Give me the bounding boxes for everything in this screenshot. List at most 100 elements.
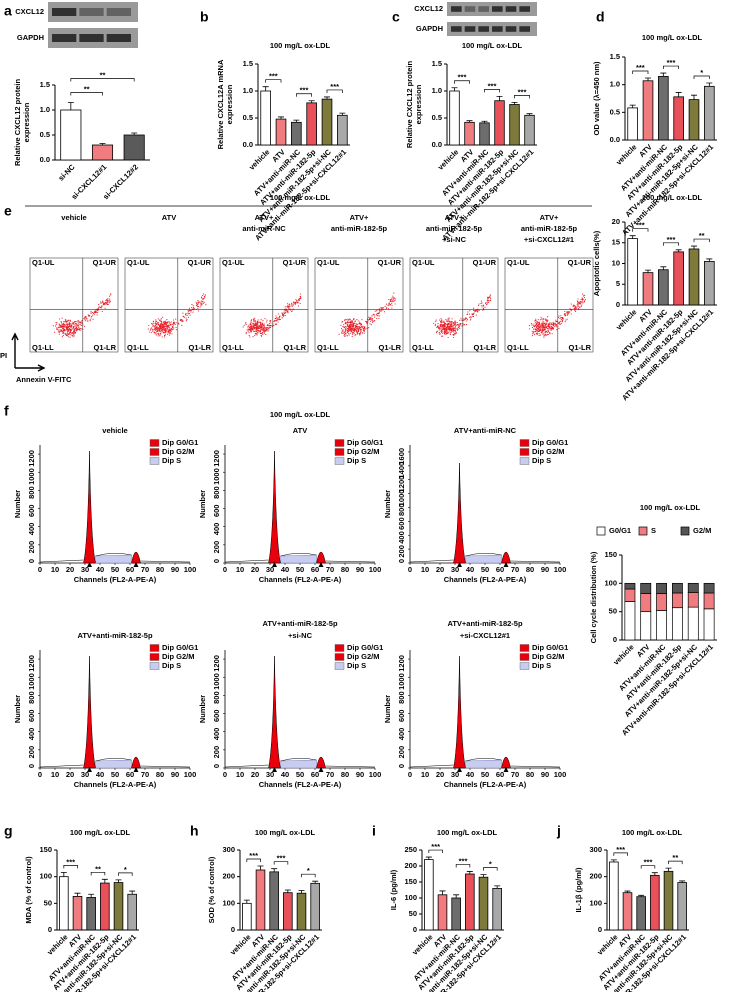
y-axis-label: IL-1β (pg/ml) bbox=[574, 867, 583, 912]
bar bbox=[464, 121, 475, 146]
y-tick-label: 1.0 bbox=[610, 80, 620, 89]
panel-letter: g bbox=[4, 823, 13, 839]
x-tick-label: 0 bbox=[223, 565, 227, 574]
x-tick-label: 0 bbox=[38, 770, 42, 779]
y-tick-label: 0 bbox=[397, 559, 406, 563]
bar bbox=[59, 876, 69, 931]
bar-segment bbox=[656, 593, 667, 611]
y-tick-label: 100 bbox=[404, 893, 417, 902]
x-tick-label: vehicle bbox=[436, 147, 460, 171]
bar bbox=[622, 892, 633, 931]
bar bbox=[636, 896, 646, 931]
x-tick-label: 10 bbox=[421, 770, 429, 779]
blot-band bbox=[505, 26, 517, 32]
bar-segment bbox=[640, 593, 652, 613]
x-tick-label: 20 bbox=[251, 770, 259, 779]
y-tick-label: 100 bbox=[589, 898, 602, 907]
y-tick-label: 600 bbox=[212, 710, 221, 723]
x-tick-label: 70 bbox=[326, 770, 334, 779]
x-tick-label: 60 bbox=[126, 565, 134, 574]
y-tick-label: 200 bbox=[397, 545, 406, 558]
x-axis-label: Channels (FL2-A-PE-A) bbox=[259, 780, 342, 789]
y-axis-label: Number bbox=[383, 490, 392, 518]
y-tick-label: 600 bbox=[397, 710, 406, 723]
x-axis-label: Channels (FL2-A-PE-A) bbox=[444, 780, 527, 789]
bar bbox=[650, 874, 660, 931]
blot-band bbox=[106, 34, 131, 42]
y-axis-label: MDA (% of control) bbox=[24, 856, 33, 924]
significance-label: *** bbox=[300, 86, 309, 95]
quadrant-label: Q1-LL bbox=[412, 343, 434, 352]
x-tick-label: 50 bbox=[296, 770, 304, 779]
significance-label: *** bbox=[636, 63, 645, 72]
y-tick-label: 0.0 bbox=[243, 140, 253, 149]
x-tick-label: 30 bbox=[81, 565, 89, 574]
x-tick-label: vehicle bbox=[228, 932, 252, 956]
panel-letter: j bbox=[556, 823, 561, 839]
plot-title: anti-miR-182-5p bbox=[521, 224, 578, 233]
x-tick-label: 80 bbox=[156, 565, 164, 574]
y-axis-label: OD value (λ=450 nm) bbox=[592, 61, 601, 135]
error-bar bbox=[629, 104, 636, 108]
quadrant-label: Q1-UR bbox=[283, 258, 307, 267]
x-axis-label: Annexin V-FITC bbox=[16, 375, 72, 384]
y-tick-label: 200 bbox=[27, 746, 36, 759]
bar-segment bbox=[687, 582, 699, 593]
significance-bracket bbox=[90, 871, 106, 876]
significance-bracket bbox=[428, 849, 443, 854]
significance-bracket bbox=[326, 89, 343, 93]
significance-bracket bbox=[483, 867, 498, 871]
peak-marker bbox=[457, 767, 462, 772]
legend-swatch bbox=[149, 644, 160, 652]
bar bbox=[242, 902, 252, 931]
y-axis-label: Relative CXCL12A mRNA bbox=[216, 59, 225, 149]
phase-g2m bbox=[131, 551, 141, 564]
y-tick-label: 0.0 bbox=[432, 140, 442, 149]
y-tick-label: 600 bbox=[27, 505, 36, 518]
x-tick-label: 90 bbox=[356, 565, 364, 574]
y-tick-label: 100 bbox=[39, 872, 52, 881]
x-tick-label: 30 bbox=[451, 770, 459, 779]
legend-label: Dip G2/M bbox=[162, 652, 195, 661]
significance-label: ** bbox=[672, 853, 678, 862]
y-tick-label: 0.5 bbox=[40, 130, 50, 139]
y-tick-label: 600 bbox=[27, 710, 36, 723]
bar bbox=[283, 892, 293, 931]
y-tick-label: 800 bbox=[212, 691, 221, 704]
legend-swatch bbox=[149, 653, 160, 661]
y-tick-label: 50 bbox=[409, 909, 417, 918]
error-bar bbox=[262, 86, 269, 91]
legend-label: Dip G2/M bbox=[347, 652, 380, 661]
y-tick-label: 10 bbox=[612, 258, 620, 267]
plot-frame bbox=[219, 257, 309, 353]
y-axis-label: IL-6 (pg/ml) bbox=[389, 869, 398, 910]
bar bbox=[509, 104, 520, 146]
chart-title: 100 mg/L ox-LDL bbox=[640, 503, 701, 512]
legend-swatch bbox=[519, 644, 530, 652]
x-tick-label: 90 bbox=[356, 770, 364, 779]
event-dots bbox=[147, 293, 207, 338]
legend-swatch bbox=[334, 448, 345, 456]
phase-g0g1 bbox=[83, 450, 96, 564]
significance-label: *** bbox=[616, 845, 625, 854]
x-tick-label: vehicle bbox=[614, 307, 638, 331]
event-dots bbox=[338, 292, 396, 337]
significance-label: ** bbox=[699, 231, 705, 240]
y-tick-label: 0.0 bbox=[610, 135, 620, 144]
x-tick-label: 100 bbox=[554, 770, 567, 779]
fit-curve bbox=[39, 553, 191, 563]
legend-label: Dip S bbox=[532, 456, 551, 465]
bar bbox=[479, 122, 490, 146]
bar bbox=[673, 96, 684, 141]
x-tick-label: 90 bbox=[171, 770, 179, 779]
panel-letter: b bbox=[200, 9, 209, 25]
y-tick-label: 1000 bbox=[212, 468, 221, 485]
error-bar bbox=[480, 874, 487, 878]
x-axis-label: Channels (FL2-A-PE-A) bbox=[444, 575, 527, 584]
phase-s bbox=[95, 759, 132, 769]
y-tick-label: 1400 bbox=[397, 462, 406, 479]
fit-curve bbox=[224, 758, 376, 768]
significance-label: *** bbox=[458, 73, 467, 82]
x-tick-label: 10 bbox=[51, 565, 59, 574]
legend-label: Dip G2/M bbox=[532, 652, 565, 661]
